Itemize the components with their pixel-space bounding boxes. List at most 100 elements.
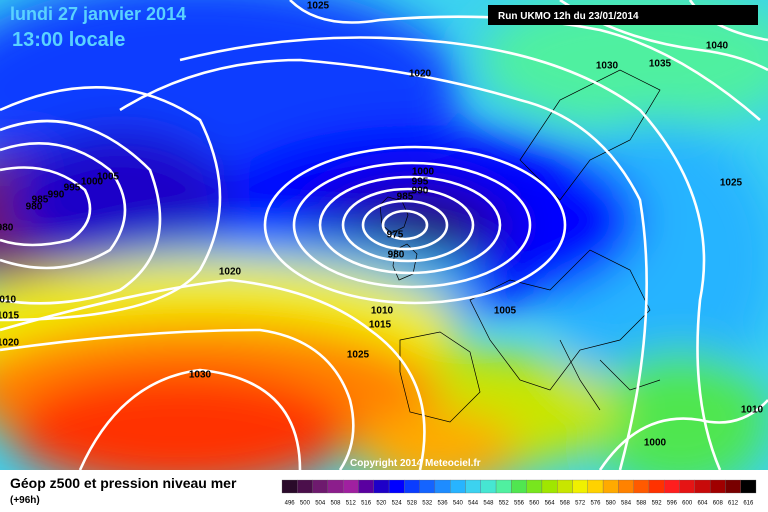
isobar-label: 1010 [741,405,764,416]
scale-swatch [434,479,451,494]
run: Run UKMO 12h du 23/01/2014 [498,11,639,22]
run-box [488,5,758,25]
scale-label: 516 [361,501,372,507]
isobar-label: 1020 [219,267,242,278]
isobar-label: 995 [412,177,429,188]
scale-label: 500 [300,501,311,507]
scale-swatch [465,479,481,494]
isobar-label: 1020 [409,69,432,80]
scale-label: 548 [483,501,494,507]
isobar-label: 985 [32,195,49,206]
footer-lead: (+96h) [10,495,40,506]
isobar-label: 975 [387,230,404,241]
scale-swatch [664,479,680,494]
isobar-label: 1015 [0,311,20,322]
scale-swatch [312,479,329,494]
scale-swatch [511,479,527,494]
date: lundi 27 janvier 2014 [10,4,186,24]
scale-label: 528 [407,501,418,507]
scale-swatch [327,479,344,494]
isobar-label: 1040 [706,41,729,52]
scale-label: 608 [713,501,724,507]
scale-label: 596 [667,501,678,507]
isobar-label: 985 [397,192,414,203]
isobar-label: 1010 [0,295,17,306]
scale-label: 556 [514,501,525,507]
scale-label: 568 [560,501,571,507]
scale-label: 600 [682,501,693,507]
scale-swatch [388,479,405,494]
scale-label: 616 [743,501,754,507]
scale-label: 504 [315,501,326,507]
scale-swatch [281,479,298,494]
scale-swatch [343,479,359,494]
isobar-label: 995 [64,183,81,194]
isobar-label: 990 [412,186,429,197]
isobar-label: 1030 [189,370,212,381]
scale-swatch [587,479,604,494]
field [0,0,768,470]
copyright: Copyright 2014 Meteociel.fr [350,458,481,469]
scale-label: 572 [575,501,586,507]
time: 13:00 locale [12,29,125,51]
scale-label: 508 [331,501,342,507]
isobar-label: 1010 [371,306,394,317]
scale-swatch [602,479,619,494]
isobar-label: 1025 [347,350,370,361]
isobar-label: 1000 [412,167,435,178]
scale-label: 584 [621,501,632,507]
scale-swatch [572,479,588,494]
scale-label: 524 [392,501,403,507]
scale-swatch [526,479,543,494]
scale-label: 540 [453,501,464,507]
isobar-label: 1000 [644,438,667,449]
scale-swatch [709,479,726,494]
scale-label: 552 [499,501,510,507]
scale-swatch [495,479,512,494]
color-scale: 496 500 504 508 512 516 520 524 528 532 536 540 544 5… [281,479,757,507]
isobar-label: 990 [48,190,65,201]
scale-swatch [419,479,436,494]
scale-swatch [480,479,497,494]
scale-swatch [648,479,665,494]
scale-label: 544 [468,501,479,507]
isobar-label: 1025 [307,1,330,12]
scale-label: 588 [636,501,647,507]
isobar-label: 1005 [97,172,120,183]
isobar-label: 1025 [720,178,743,189]
scale-label: 532 [422,501,433,507]
scale-swatch [633,479,650,494]
scale-label: 496 [285,501,296,507]
scale-swatch [450,479,466,494]
scale-swatch [541,479,558,494]
isobar-label: 980 [26,202,43,213]
scale-label: 536 [438,501,449,507]
scale-label: 612 [728,501,739,507]
scale-swatch [679,479,695,494]
footer-title: Géop z500 et pression niveau mer [10,475,237,491]
scale-swatch [557,479,573,494]
scale-swatch [618,479,634,494]
isobar-label: 980 [388,250,405,261]
isobar-label: 1035 [649,59,672,70]
scale-swatch [725,479,741,494]
scale-swatch [694,479,711,494]
isobar-label: 1000 [81,177,104,188]
scale-label: 580 [606,501,617,507]
isobar-label: 1005 [494,306,517,317]
scale-label: 512 [346,501,357,507]
scale-swatch [740,479,757,494]
scale-label: 592 [652,501,663,507]
scale-label: 520 [376,501,387,507]
scale-swatch [297,479,313,494]
isobar-label: 1015 [369,320,392,331]
scale-swatch [404,479,420,494]
scale-swatch [373,479,390,494]
isobar-label: 980 [0,223,14,234]
isobar-label: 1020 [0,338,20,349]
isobars [0,0,768,470]
scale-swatch [358,479,374,494]
